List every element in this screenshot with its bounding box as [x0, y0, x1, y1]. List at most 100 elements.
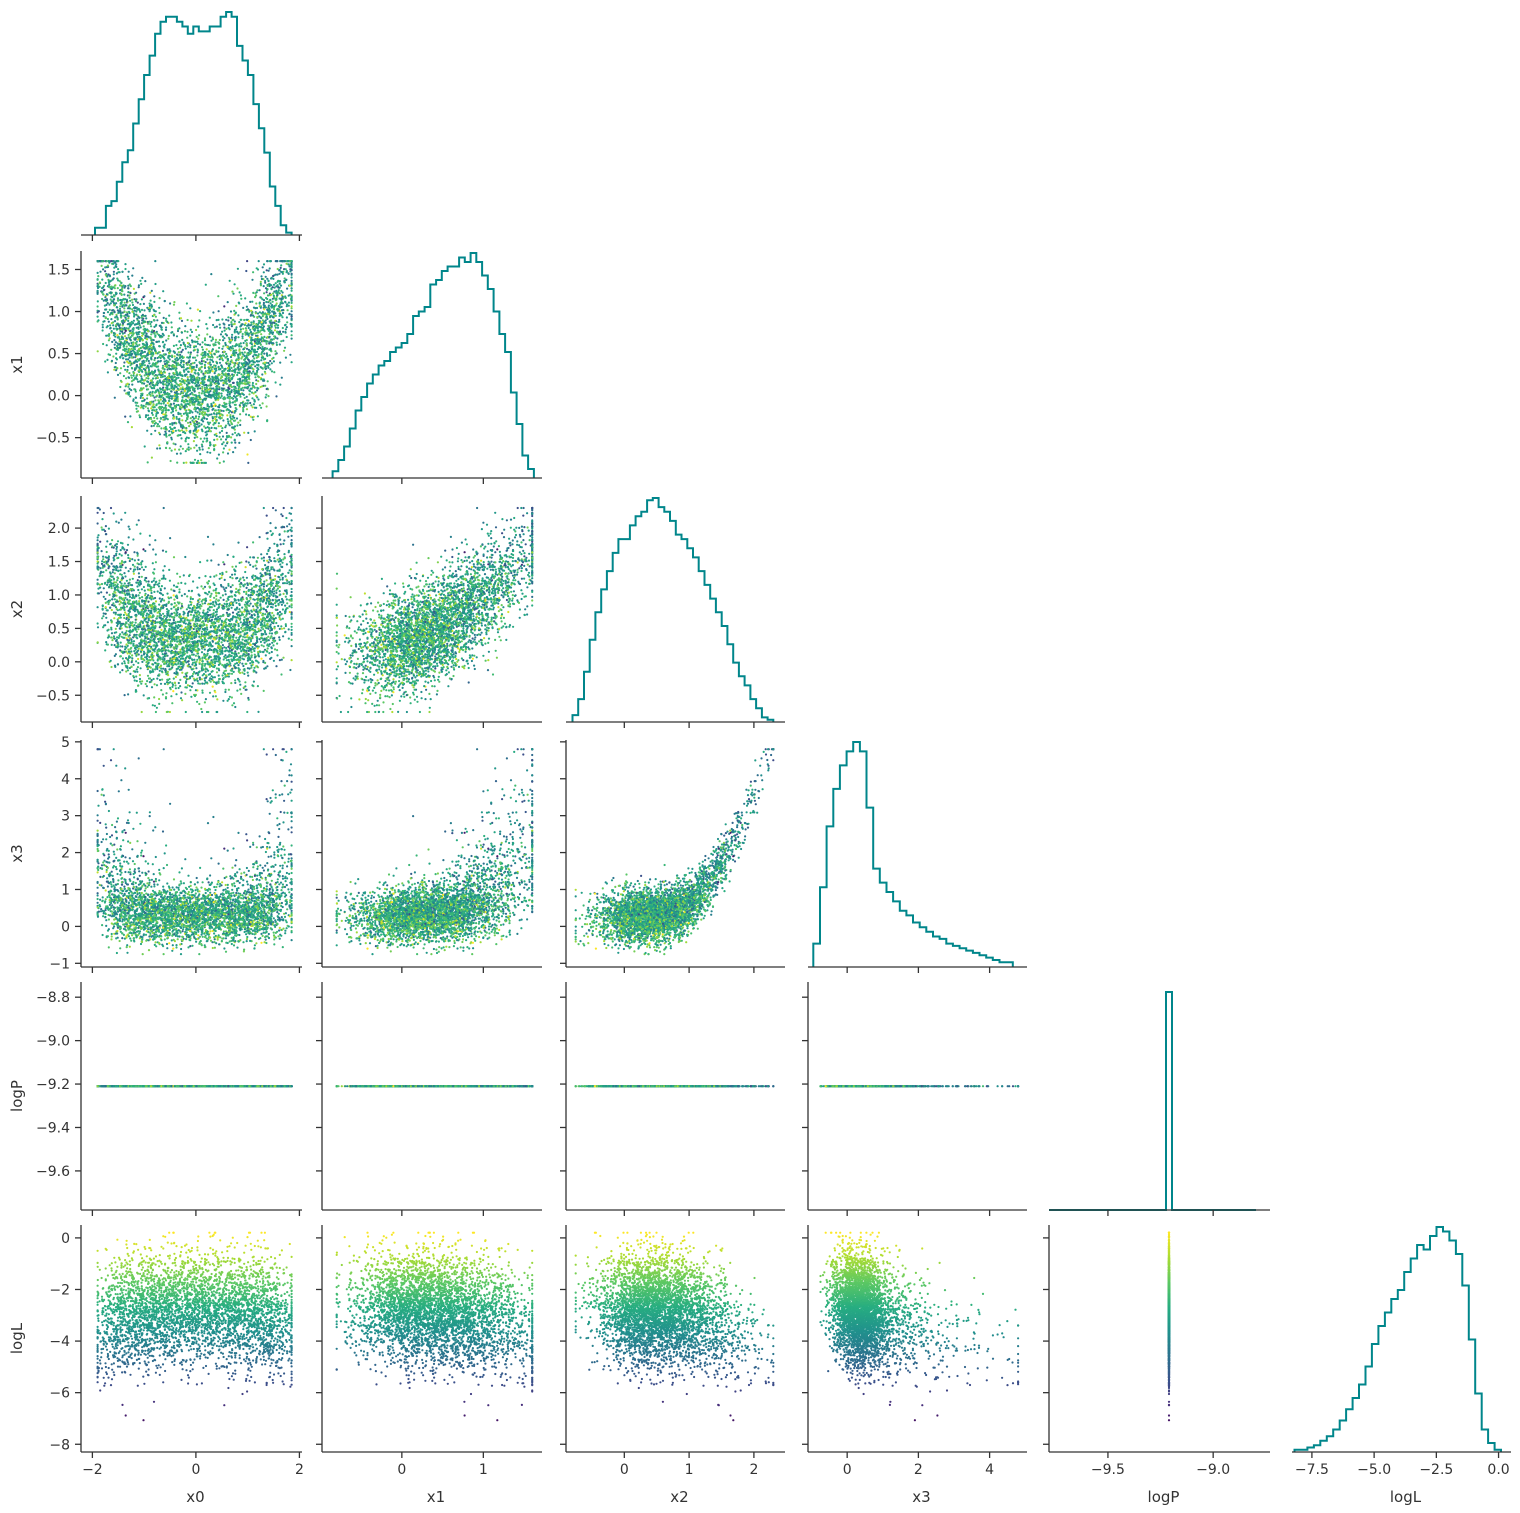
scatter-point: [232, 293, 234, 295]
scatter-point: [143, 325, 145, 327]
scatter-point: [248, 320, 250, 322]
scatter-point: [206, 327, 208, 329]
scatter-point: [124, 268, 126, 270]
scatter-point: [242, 389, 244, 391]
scatter-point: [132, 344, 134, 346]
scatter-point: [217, 399, 219, 401]
scatter-point: [206, 358, 208, 360]
scatter-point: [132, 304, 134, 306]
scatter-point: [252, 292, 254, 294]
scatter-point: [186, 403, 188, 405]
scatter-point: [117, 287, 119, 289]
scatter-point: [269, 354, 271, 356]
scatter-point: [163, 317, 165, 319]
scatter-point: [159, 408, 161, 410]
scatter-point: [240, 345, 242, 347]
scatter-point: [272, 298, 274, 300]
scatter-point: [269, 360, 271, 362]
scatter-point: [199, 449, 201, 451]
scatter-point: [156, 319, 158, 321]
scatter-point: [105, 317, 107, 319]
scatter-point: [286, 321, 288, 323]
scatter-point: [188, 425, 190, 427]
scatter-point: [193, 346, 195, 348]
scatter-point: [195, 381, 197, 383]
scatter-point: [113, 332, 115, 334]
scatter-point: [207, 403, 209, 405]
scatter-point: [258, 353, 260, 355]
scatter-point: [121, 288, 123, 290]
scatter-point: [137, 381, 139, 383]
scatter-point: [184, 427, 186, 429]
scatter-point: [144, 347, 146, 349]
scatter-point: [233, 310, 235, 312]
scatter-point: [108, 339, 110, 341]
scatter-point: [291, 326, 293, 328]
scatter-point: [173, 345, 175, 347]
scatter-point: [99, 271, 101, 273]
scatter-point: [148, 346, 150, 348]
scatter-point: [160, 391, 162, 393]
scatter-point: [168, 373, 170, 375]
scatter-point: [221, 414, 223, 416]
scatter-point: [170, 403, 172, 405]
scatter-point: [110, 291, 112, 293]
scatter-point: [282, 327, 284, 329]
scatter-point: [222, 388, 224, 390]
scatter-point: [247, 308, 249, 310]
scatter-point: [279, 362, 281, 364]
scatter-point: [182, 366, 184, 368]
scatter-point: [246, 408, 248, 410]
scatter-point: [209, 441, 211, 443]
scatter-point: [221, 318, 223, 320]
scatter-point: [291, 305, 293, 307]
scatter-point: [201, 378, 203, 380]
scatter-point: [245, 327, 247, 329]
scatter-point: [252, 386, 254, 388]
scatter-point: [244, 347, 246, 349]
scatter-point: [266, 352, 268, 354]
scatter-point: [254, 430, 256, 432]
scatter-point: [136, 327, 138, 329]
scatter-point: [250, 310, 252, 312]
scatter-point: [142, 339, 144, 341]
scatter-point: [173, 301, 175, 303]
scatter-point: [238, 350, 240, 352]
scatter-point: [97, 305, 99, 307]
scatter-point: [128, 391, 130, 393]
scatter-point: [263, 263, 265, 265]
scatter-point: [160, 406, 162, 408]
scatter-point: [167, 338, 169, 340]
scatter-point: [275, 304, 277, 306]
scatter-point: [224, 342, 226, 344]
scatter-point: [266, 419, 268, 421]
scatter-point: [156, 403, 158, 405]
scatter-point: [190, 329, 192, 331]
scatter-point: [235, 312, 237, 314]
scatter-point: [129, 292, 131, 294]
scatter-point: [256, 387, 258, 389]
scatter-point: [199, 387, 201, 389]
scatter-point: [181, 332, 183, 334]
scatter-point: [147, 330, 149, 332]
scatter-point: [196, 462, 198, 464]
scatter-point: [169, 368, 171, 370]
scatter-point: [215, 380, 217, 382]
scatter-point: [193, 390, 195, 392]
scatter-point: [207, 421, 209, 423]
scatter-point: [214, 434, 216, 436]
scatter-point: [185, 404, 187, 406]
scatter-point: [193, 440, 195, 442]
scatter-point: [243, 370, 245, 372]
scatter-point: [234, 439, 236, 441]
scatter-point: [145, 334, 147, 336]
scatter-point: [219, 417, 221, 419]
scatter-point: [201, 462, 203, 464]
scatter-point: [234, 371, 236, 373]
scatter-point: [131, 301, 133, 303]
scatter-point: [269, 260, 271, 262]
scatter-point: [157, 399, 159, 401]
scatter-point: [153, 326, 155, 328]
scatter-point: [281, 306, 283, 308]
scatter-point: [252, 355, 254, 357]
